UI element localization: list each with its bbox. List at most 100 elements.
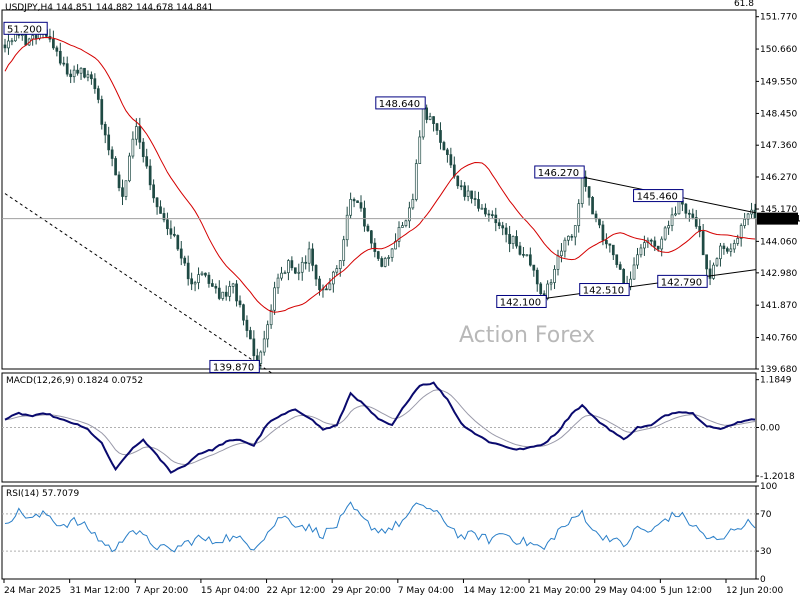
candle-body: [183, 257, 187, 264]
candle-body: [107, 134, 111, 151]
candle-body: [121, 187, 124, 197]
time-tick-label: 31 Mar 12:00: [70, 586, 130, 596]
candle-body: [567, 235, 570, 241]
candle-body: [522, 254, 525, 256]
annotation-box: [496, 294, 547, 308]
candle-body: [311, 248, 314, 266]
candle-body: [65, 63, 69, 75]
candle-body: [442, 142, 446, 151]
time-tick-label: 24 Mar 2025: [4, 586, 61, 596]
candle-body: [477, 199, 480, 209]
candle-body: [684, 203, 688, 214]
candle-body: [515, 236, 518, 247]
watermark-text: Action Forex: [459, 323, 595, 348]
candle-body: [79, 67, 83, 74]
candle-body: [736, 238, 740, 244]
candle-body: [739, 225, 743, 239]
candle-body: [342, 239, 346, 261]
macd-tick-label: -1.2018: [760, 472, 795, 482]
candle-body: [110, 149, 114, 159]
macd-title: MACD(12,26,9) 0.1824 0.0752: [6, 376, 143, 386]
candle-body: [726, 248, 729, 252]
time-tick-label: 21 May 20:00: [529, 586, 591, 596]
candle-body: [335, 268, 339, 273]
candle-body: [470, 190, 473, 199]
candle-body: [532, 264, 536, 271]
rsi-title: RSI(14) 57.7079: [6, 489, 79, 499]
price-tick-label: 139.680: [760, 365, 797, 375]
candle-body: [380, 258, 384, 267]
candle-body: [76, 69, 79, 74]
rsi-tick-label: 0: [760, 575, 766, 585]
candle-body: [587, 186, 591, 198]
candle-body: [719, 245, 722, 260]
candle-body: [421, 107, 425, 138]
time-tick-label: 29 May 04:00: [595, 586, 657, 596]
candle-body: [373, 242, 377, 252]
candle-body: [134, 126, 138, 140]
candle-body: [687, 212, 691, 215]
price-tick-label: 140.760: [760, 334, 797, 344]
candle-body: [425, 107, 429, 120]
candle-body: [401, 225, 404, 228]
candle-body: [490, 214, 494, 216]
candle-body: [318, 278, 321, 291]
candle-body: [90, 74, 93, 80]
candle-body: [708, 268, 712, 279]
annotation-box: [209, 359, 260, 373]
candle-body: [221, 291, 225, 299]
candle-body: [746, 213, 750, 220]
time-axis: 24 Mar 2025 31 Mar 12:00 7 Apr 20:00 15 Apr…: [3, 579, 783, 596]
candle-body: [52, 38, 55, 49]
macd-line: [4, 381, 756, 474]
rsi-line: [4, 501, 756, 553]
candle-body: [480, 207, 484, 210]
candle-body: [179, 248, 183, 259]
candle-body: [173, 233, 176, 236]
rsi-axis: 100 70 30 0: [756, 482, 777, 585]
candle-body: [366, 225, 370, 232]
candle-body: [155, 197, 159, 208]
candle-body: [152, 184, 155, 199]
candle-body: [58, 50, 62, 64]
candle-body: [466, 190, 470, 197]
candle-body: [245, 319, 249, 331]
candle-body: [439, 130, 442, 143]
macd-tick-label: 0.00: [760, 424, 780, 434]
candle-body: [484, 207, 487, 215]
candle-body: [501, 225, 505, 229]
rsi-tick-label: 70: [760, 510, 772, 520]
moving-average-line: [4, 36, 756, 313]
candle-body: [280, 272, 283, 279]
time-tick-label: 15 Apr 04:00: [201, 586, 260, 596]
candle-body: [307, 248, 311, 264]
time-tick-label: 7 Apr 20:00: [135, 586, 188, 596]
price-tick-label: 146.270: [760, 173, 797, 183]
candle-body: [504, 227, 508, 235]
candle-body: [753, 209, 757, 219]
candle-body: [325, 288, 328, 291]
annotation-label: 142.790: [661, 277, 702, 288]
candle-body: [404, 220, 408, 226]
candle-body: [273, 287, 276, 311]
candle-body: [546, 283, 549, 299]
rsi-tick-label: 100: [760, 482, 777, 492]
candle-body: [511, 236, 515, 245]
candle-body: [93, 78, 97, 90]
candle-body: [387, 257, 390, 259]
candle-body: [345, 214, 349, 241]
price-tick-label: 148.450: [760, 109, 797, 119]
annotation-box: [375, 96, 426, 110]
candle-body: [269, 309, 273, 326]
candle-body: [124, 180, 128, 197]
candle-body: [376, 251, 380, 259]
candle-body: [411, 199, 415, 209]
annotation-label: 51.200: [7, 24, 42, 35]
candle-body: [549, 282, 553, 285]
candle-body: [715, 258, 719, 266]
candle-body: [508, 234, 511, 245]
candle-body: [3, 44, 7, 49]
candle-body: [698, 226, 702, 232]
candle-body: [670, 214, 674, 226]
price-tick-label: 151.770: [760, 13, 797, 23]
